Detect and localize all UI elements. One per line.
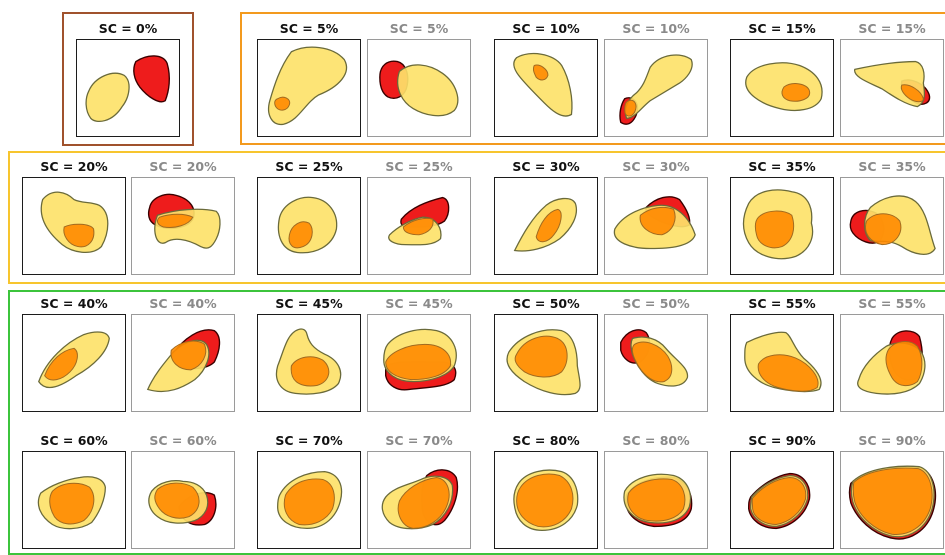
label-sc-30: SC = 30% — [512, 159, 580, 174]
label-sc-90: SC = 90% — [748, 433, 816, 448]
label-sc-70: SC = 70% — [275, 433, 343, 448]
label-sc-25b: SC = 25% — [385, 159, 453, 174]
panel-sc-5 — [257, 39, 361, 137]
label-sc-0: SC = 0% — [98, 21, 158, 36]
label-sc-20: SC = 20% — [40, 159, 108, 174]
label-sc-50: SC = 50% — [512, 296, 580, 311]
group-frame-sc-5-15 — [240, 12, 945, 145]
panel-sc-10b — [604, 39, 708, 137]
panel-sc-15b — [840, 39, 944, 137]
panel-sc-30 — [494, 177, 598, 275]
panel-sc-35b — [840, 177, 944, 275]
label-sc-5b: SC = 5% — [389, 21, 449, 36]
panel-sc-70b — [367, 451, 471, 549]
label-sc-55b: SC = 55% — [858, 296, 926, 311]
panel-sc-80 — [494, 451, 598, 549]
panel-sc-40b — [131, 314, 235, 412]
label-sc-60b: SC = 60% — [149, 433, 217, 448]
panel-sc-35 — [730, 177, 834, 275]
group-frame-sc-0 — [62, 12, 194, 146]
label-sc-80b: SC = 80% — [622, 433, 690, 448]
panel-sc-90 — [730, 451, 834, 549]
label-sc-70b: SC = 70% — [385, 433, 453, 448]
label-sc-35b: SC = 35% — [858, 159, 926, 174]
panel-sc-20b — [131, 177, 235, 275]
label-sc-15: SC = 15% — [748, 21, 816, 36]
label-sc-50b: SC = 50% — [622, 296, 690, 311]
panel-sc-55b — [840, 314, 944, 412]
label-sc-40b: SC = 40% — [149, 296, 217, 311]
panel-sc-15 — [730, 39, 834, 137]
panel-sc-0 — [76, 39, 180, 137]
panel-sc-70 — [257, 451, 361, 549]
label-sc-10: SC = 10% — [512, 21, 580, 36]
label-sc-30b: SC = 30% — [622, 159, 690, 174]
panel-sc-25 — [257, 177, 361, 275]
panel-sc-20 — [22, 177, 126, 275]
label-sc-90b: SC = 90% — [858, 433, 926, 448]
label-sc-5: SC = 5% — [279, 21, 339, 36]
panel-sc-60b — [131, 451, 235, 549]
label-sc-60: SC = 60% — [40, 433, 108, 448]
label-sc-10b: SC = 10% — [622, 21, 690, 36]
panel-sc-5b — [367, 39, 471, 137]
panel-sc-25b — [367, 177, 471, 275]
group-frame-sc-20-35 — [8, 151, 945, 284]
label-sc-45b: SC = 45% — [385, 296, 453, 311]
panel-sc-50b — [604, 314, 708, 412]
label-sc-40: SC = 40% — [40, 296, 108, 311]
panel-sc-45 — [257, 314, 361, 412]
label-sc-15b: SC = 15% — [858, 21, 926, 36]
label-sc-80: SC = 80% — [512, 433, 580, 448]
panel-sc-30b — [604, 177, 708, 275]
panel-sc-50 — [494, 314, 598, 412]
panel-sc-80b — [604, 451, 708, 549]
label-sc-25: SC = 25% — [275, 159, 343, 174]
panel-sc-10 — [494, 39, 598, 137]
label-sc-55: SC = 55% — [748, 296, 816, 311]
label-sc-20b: SC = 20% — [149, 159, 217, 174]
panel-sc-90b — [840, 451, 944, 549]
panel-sc-55 — [730, 314, 834, 412]
label-sc-35: SC = 35% — [748, 159, 816, 174]
label-sc-45: SC = 45% — [275, 296, 343, 311]
panel-sc-40 — [22, 314, 126, 412]
panel-sc-45b — [367, 314, 471, 412]
panel-sc-60 — [22, 451, 126, 549]
